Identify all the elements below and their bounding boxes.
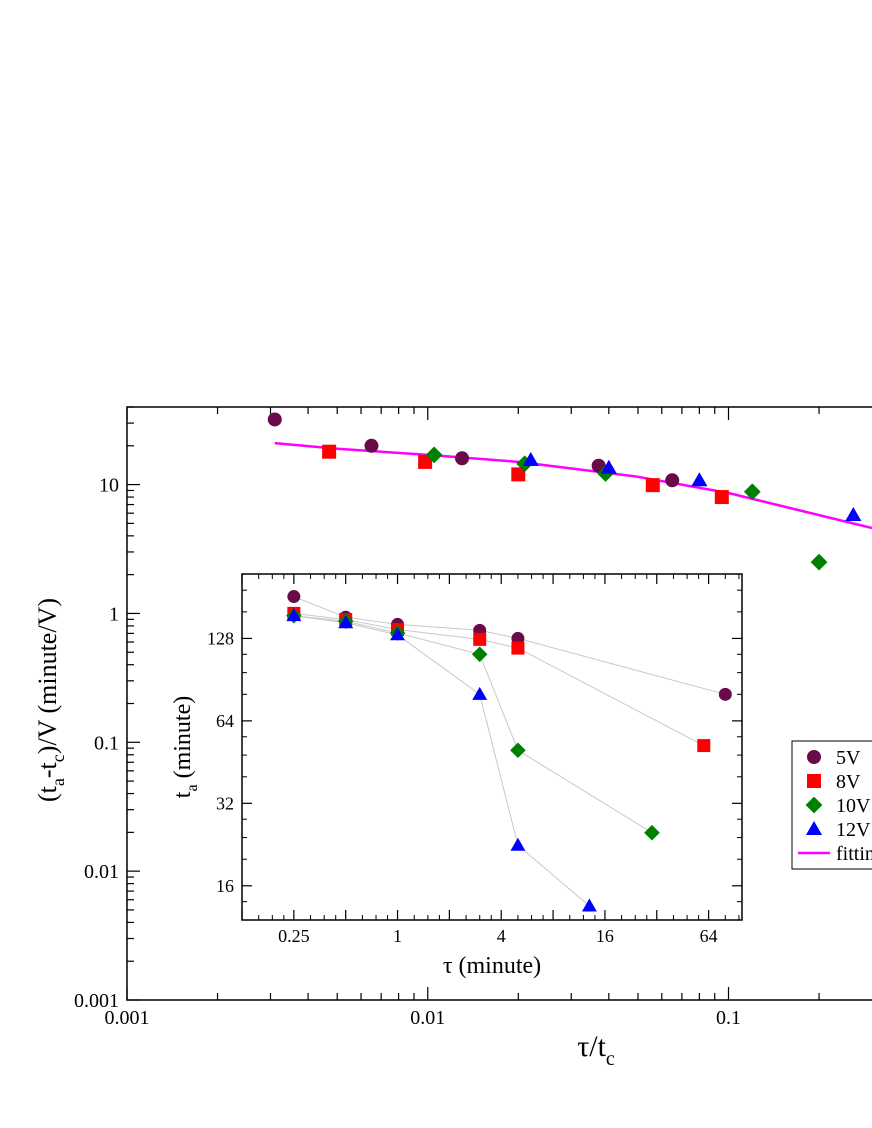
main-x-axis-label: τ/tc <box>577 1030 615 1070</box>
main-point-12v <box>845 507 862 522</box>
inset-point-8v <box>697 739 711 753</box>
main-series-fitting-line <box>274 441 872 530</box>
legend-label-10v: 10V <box>836 795 871 817</box>
inset-point-8v <box>473 632 487 646</box>
main-point-12v <box>600 459 617 474</box>
main-point-10v <box>810 553 828 571</box>
main-point-12v <box>691 472 708 487</box>
inset-series-10v-line <box>293 615 653 834</box>
main-x-tick-label: 0.01 <box>410 1007 445 1029</box>
inset-point-12v <box>286 608 302 622</box>
inset-x-tick-label: 1 <box>393 926 402 946</box>
inset-y-tick-label: 32 <box>216 793 234 813</box>
main-y-tick-label: 0.01 <box>84 861 119 883</box>
inset-point-10v <box>644 824 660 841</box>
inset-x-tick-label: 0.25 <box>278 926 310 946</box>
legend-marker-10v <box>805 796 823 814</box>
inset-point-12v <box>581 898 597 912</box>
inset-series-12v-line <box>293 615 590 907</box>
legend-label-fitting: fitting <box>836 843 872 865</box>
legend-label-8v: 8V <box>836 771 861 793</box>
main-point-10v <box>743 483 761 501</box>
main-point-8v <box>418 454 433 469</box>
inset-point-12v <box>472 686 488 700</box>
main-point-8v <box>322 444 337 459</box>
inset-series-5v-line <box>293 596 726 695</box>
main-x-tick-label: 0.001 <box>105 1007 150 1029</box>
inset-point-10v <box>510 742 526 759</box>
legend-frame <box>791 740 872 870</box>
main-y-tick-label: 10 <box>99 475 119 497</box>
inset-plot-frame <box>241 573 743 921</box>
inset-point-12v <box>510 837 526 851</box>
inset-point-8v <box>511 641 525 655</box>
main-point-5v <box>455 451 470 466</box>
main-x-tick-label: 0.1 <box>716 1007 741 1029</box>
inset-point-12v <box>390 627 406 641</box>
main-y-axis-label: (ta-tc)/V (minute/V) <box>33 598 68 802</box>
inset-y-tick-label: 64 <box>216 711 234 731</box>
legend: 5V8V10V12Vfitting <box>791 740 872 870</box>
main-y-tick-label: 1 <box>109 603 119 625</box>
main-y-tick-label: 0.1 <box>94 732 119 754</box>
inset-y-axis-label: ta (minute) <box>170 696 201 798</box>
inset-x-tick-label: 4 <box>497 926 506 946</box>
inset-point-10v <box>471 646 488 663</box>
main-point-10v <box>425 446 443 464</box>
inset-point-5v <box>287 590 301 604</box>
main-point-8v <box>511 467 526 482</box>
legend-marker-12v <box>805 820 823 835</box>
legend-marker-5v <box>807 750 821 764</box>
main-point-5v <box>267 412 282 427</box>
inset-x-tick-label: 64 <box>700 926 718 946</box>
main-y-tick-label: 0.001 <box>74 990 119 1012</box>
main-point-8v <box>645 478 660 493</box>
inset-point-5v <box>718 687 732 701</box>
inset-series-8v-line <box>293 612 705 747</box>
main-point-5v <box>364 438 379 453</box>
legend-label-5v: 5V <box>836 747 861 769</box>
inset-y-tick-label: 128 <box>207 628 234 648</box>
main-point-12v <box>522 452 539 467</box>
inset-x-tick-label: 16 <box>596 926 614 946</box>
inset-point-12v <box>338 615 354 629</box>
main-point-8v <box>714 490 729 505</box>
main-point-5v <box>665 473 680 488</box>
inset-x-axis-label: τ (minute) <box>443 953 541 979</box>
inset-y-tick-label: 16 <box>216 876 234 896</box>
legend-label-12v: 12V <box>836 819 871 841</box>
legend-marker-8v <box>807 774 821 788</box>
inset-plot: 0.25 1 4 16 64 16 32 64 128 τ (minute) ta (minut… <box>170 573 743 979</box>
